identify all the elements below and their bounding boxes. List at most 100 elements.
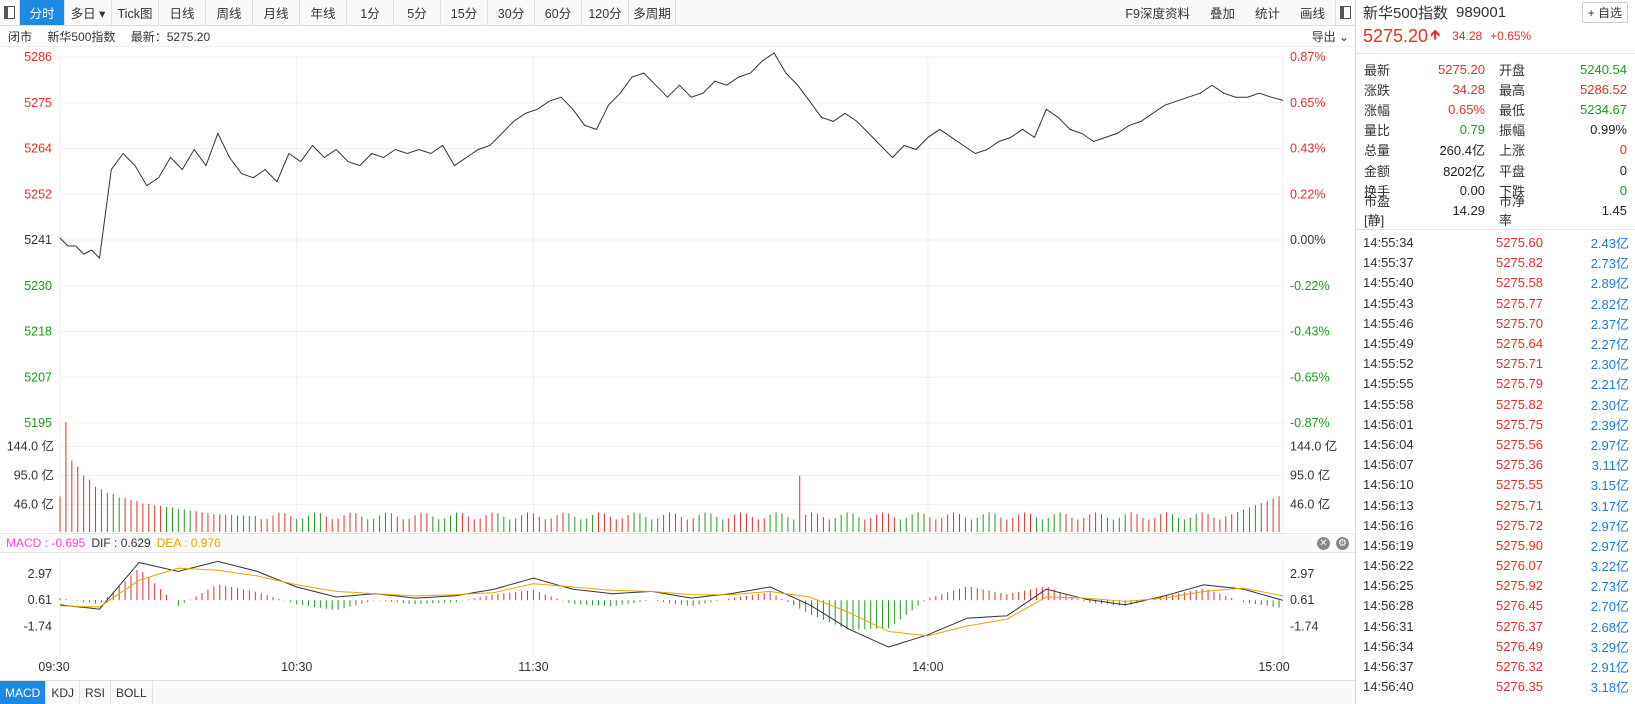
macd-tick-label: -1.74 [1290,619,1319,633]
tick-price: 5275.90 [1496,537,1543,553]
stat-value: 0.99% [1590,122,1627,138]
stat-label: 涨跌 [1364,82,1391,98]
stat-value: 0 [1619,162,1627,178]
period-tab[interactable]: 分时 [20,0,65,25]
quote-row: 量比 0.79 振幅 0.99% [1364,120,1627,140]
period-tab[interactable]: 周线 [206,0,253,25]
intraday-chart[interactable]: 5286 0.87% 5275 0.65% 5264 0.43% 5252 0.22% 5241… [0,47,1355,680]
period-tab[interactable]: 多周期 [629,0,676,25]
stat-value: 5240.54 [1580,61,1627,77]
tick-time: 14:56:40 [1363,679,1414,695]
pct-tick-label: 0.65% [1290,96,1325,110]
tick-row: 14:55:49 5275.64 2.27亿 [1356,333,1635,353]
time-axis-label: 10:30 [281,660,312,674]
tick-row: 14:55:58 5275.82 2.30亿 [1356,394,1635,414]
period-tab[interactable]: 多日 ▾ [65,0,112,25]
macd-tick-label: 2.97 [28,567,52,581]
export-button[interactable]: 导出 ⌄ [1311,30,1349,44]
tick-amount: 2.97亿 [1590,437,1629,453]
tick-amount: 3.22亿 [1590,559,1629,575]
tick-time: 14:55:34 [1363,235,1414,251]
tick-list[interactable]: 14:55:34 5275.60 2.43亿 14:55:37 5275.82 2.73亿… [1356,228,1635,697]
tick-amount: 3.15亿 [1590,478,1629,494]
quote-stats: 最新 5275.20 开盘 5240.54 涨跌 34.28 最高 5286.52 涨幅 0.65… [1356,54,1635,229]
tick-time: 14:55:46 [1363,315,1414,331]
tick-row: 14:55:34 5275.60 2.43亿 [1356,233,1635,253]
period-tab[interactable]: 日线 [159,0,206,25]
layout-toggle-icon[interactable] [0,0,20,25]
stat-value: 0 [1619,182,1627,198]
indicator-tab[interactable]: BOLL [111,681,153,704]
time-axis-label: 14:00 [912,660,943,674]
period-tab[interactable]: 60分 [535,0,582,25]
toolbar-action-button[interactable]: 叠加 [1209,7,1235,21]
quote-code: 989001 [1456,4,1507,21]
close-icon[interactable]: ✕ [1317,536,1330,550]
tick-row: 14:56:22 5276.07 3.22亿 [1356,556,1635,576]
add-favorite-button[interactable]: + 自选 [1581,2,1628,23]
toolbar-action-button[interactable]: 统计 [1254,7,1280,21]
quote-row: 涨跌 34.28 最高 5286.52 [1364,79,1627,99]
tick-time: 14:56:19 [1363,537,1414,553]
tick-price: 5275.82 [1496,396,1543,412]
stat-label: 开盘 [1499,62,1526,78]
indicator-tab[interactable]: RSI [80,681,112,704]
tick-amount: 2.73亿 [1590,256,1629,272]
quote-change: 34.28 [1452,29,1483,43]
gear-icon[interactable]: ⚙ [1336,536,1349,550]
tick-time: 14:56:16 [1363,517,1414,533]
period-tab[interactable]: 年线 [300,0,347,25]
tick-amount: 2.97亿 [1590,518,1629,534]
stat-value: 260.4亿 [1439,143,1485,159]
macd-tick-label: 0.61 [28,593,52,607]
pct-tick-label: 0.22% [1290,187,1325,201]
tick-price: 5275.82 [1496,255,1543,271]
tick-row: 14:56:19 5275.90 2.97亿 [1356,535,1635,555]
toolbar-action-button[interactable]: F9深度资料 [1125,7,1190,21]
tick-price: 5276.32 [1496,659,1543,675]
stat-value: 14.29 [1452,202,1485,218]
quote-row: 换手 0.00 下跌 0 [1364,180,1627,200]
market-status: 闭市 [8,30,33,44]
stat-value: 5286.52 [1580,81,1627,97]
period-tab[interactable]: 5分 [394,0,441,25]
arrow-up-icon: 🡹 [1430,26,1441,42]
tick-time: 14:56:31 [1363,618,1414,634]
stat-value: 0.79 [1459,122,1485,138]
tick-row: 14:56:25 5275.92 2.73亿 [1356,576,1635,596]
tick-price: 5275.64 [1496,336,1543,352]
indicator-tab[interactable]: KDJ [46,681,81,704]
macd-tick-label: 0.61 [1290,593,1314,607]
side-panel-toggle-icon[interactable] [1335,0,1355,25]
tick-price: 5276.49 [1496,638,1543,654]
tick-amount: 2.97亿 [1590,538,1629,554]
stat-label: 上涨 [1499,143,1526,159]
period-tab[interactable]: 120分 [582,0,629,25]
divider [1356,53,1635,54]
pct-tick-label: -0.65% [1290,370,1330,384]
tick-amount: 2.68亿 [1590,619,1629,635]
period-toolbar: 分时 多日 ▾ Tick图 日线 周线 月线 年线 1分 5分 15分 30分 60分 120分 多周期 … [0,0,1355,26]
quote-row: 市盈[静] 14.29 市净率 1.45 [1364,194,1627,228]
indicator-tab[interactable]: MACD [0,681,47,704]
period-tab[interactable]: 30分 [488,0,535,25]
stat-value: 8202亿 [1443,163,1485,179]
period-tab[interactable]: Tick图 [112,0,159,25]
tick-amount: 3.11亿 [1591,458,1629,474]
tick-time: 14:56:13 [1363,497,1414,513]
stat-label: 金额 [1364,163,1391,179]
tick-price: 5275.60 [1496,235,1543,251]
dea-line [59,567,1284,637]
period-tab[interactable]: 15分 [441,0,488,25]
price-tick-label: 5195 [24,416,52,430]
stat-label: 最高 [1499,82,1526,98]
tick-amount: 2.30亿 [1590,357,1629,373]
tick-time: 14:56:10 [1363,477,1414,493]
tick-amount: 2.43亿 [1590,236,1629,252]
tick-row: 14:55:43 5275.77 2.82亿 [1356,293,1635,313]
stat-label: 市净率 [1499,194,1526,229]
toolbar-action-button[interactable]: 画线 [1299,7,1325,21]
tick-row: 14:56:40 5276.35 3.18亿 [1356,677,1635,697]
period-tab[interactable]: 1分 [347,0,394,25]
period-tab[interactable]: 月线 [253,0,300,25]
